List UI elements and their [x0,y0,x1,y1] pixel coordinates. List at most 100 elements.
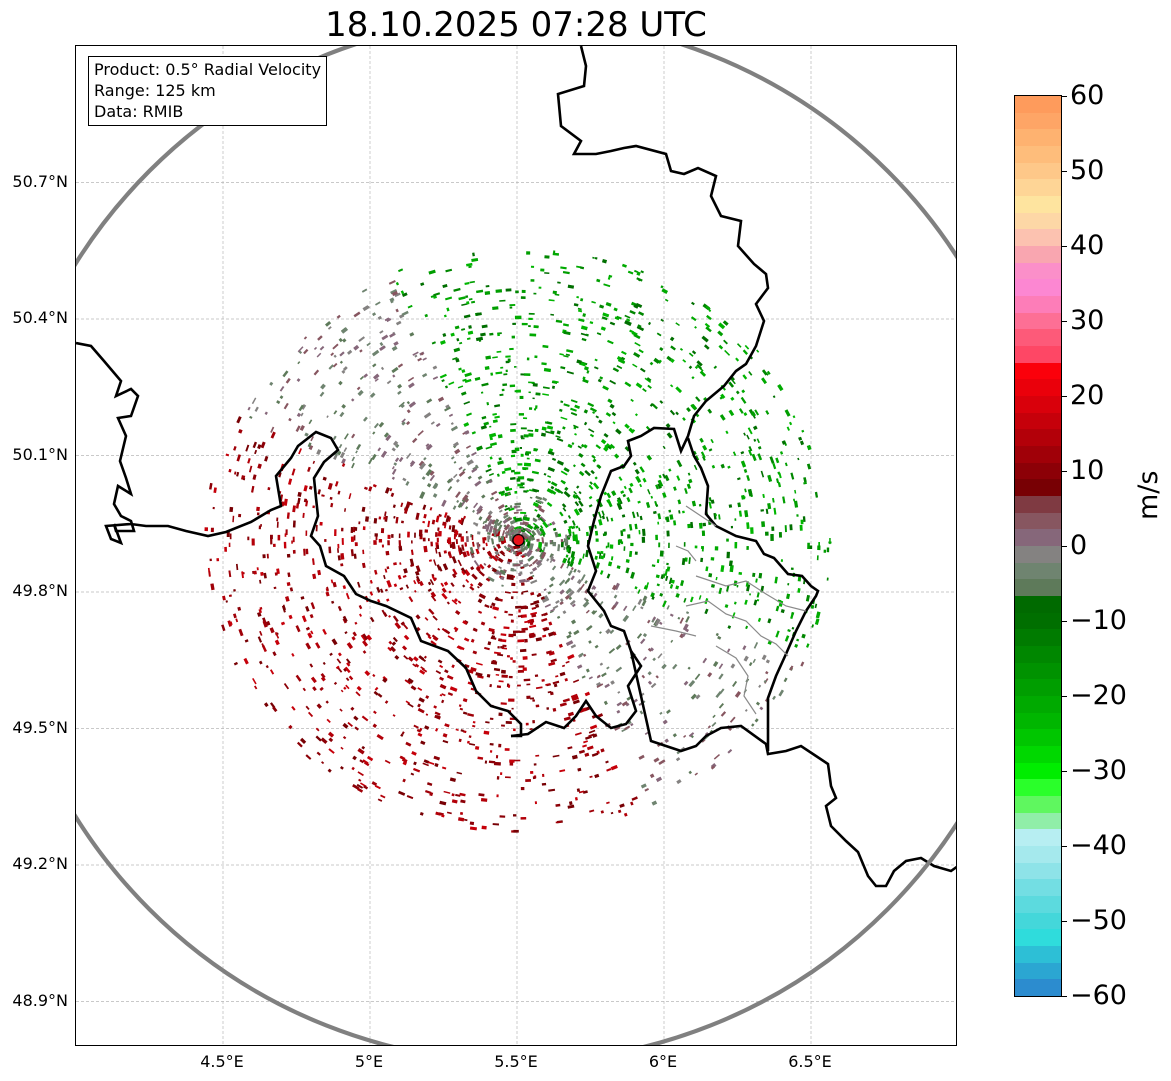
echo-bin [418,580,424,587]
echo-bin [727,465,731,469]
radar-site-marker[interactable] [512,533,525,547]
echo-bin [430,541,433,547]
echo-bin [371,781,378,786]
radar-map[interactable] [75,45,957,1046]
echo-bin [455,530,459,535]
echo-bin [300,596,305,600]
echo-bin [617,690,621,694]
echo-bin [572,464,576,468]
echo-bin [520,453,524,457]
echo-bin [444,385,449,389]
echo-bin [540,596,545,601]
lat-tick-label: 50.1°N [12,444,68,464]
echo-bin [340,553,345,560]
echo-bin [675,411,679,416]
echo-bin [519,395,524,399]
lon-tick-label: 5°E [354,1052,384,1071]
echo-bin [260,524,262,527]
echo-bin [640,270,644,274]
echo-bin [303,485,308,492]
echo-bin [427,581,432,586]
echo-bin [767,503,772,510]
echo-bin [341,327,349,334]
echo-bin [451,799,458,804]
echo-bin [552,680,560,685]
echo-bin [384,759,391,764]
echo-bin [531,566,538,572]
echo-bin [410,564,414,567]
echo-bin [630,801,634,806]
echo-bin [233,446,237,451]
echo-bin [423,655,427,659]
echo-bin [478,516,483,521]
echo-bin [718,322,726,330]
echo-bin [416,578,420,585]
echo-bin [465,531,468,534]
echo-bin [356,444,361,450]
echo-bin [442,284,448,288]
echo-bin [462,620,468,625]
echo-bin [751,723,755,727]
echo-bin [598,613,604,619]
echo-bin [595,562,600,569]
echo-bin [657,513,662,520]
echo-bin [491,539,495,544]
echo-bin [530,602,535,606]
echo-bin [243,657,249,665]
echo-bin [477,531,481,535]
echo-bin [315,642,321,649]
echo-bin [748,449,753,456]
echo-bin [507,684,511,688]
echo-bin [624,725,631,731]
echo-bin [338,380,343,386]
echo-bin [501,669,506,674]
echo-bin [775,605,780,612]
echo-bin [408,596,414,603]
echo-bin [374,784,381,790]
echo-bin [257,611,262,617]
echo-bin [305,642,312,650]
echo-bin [504,591,511,594]
echo-bin [664,568,668,576]
echo-bin [274,572,278,576]
echo-bin [476,505,484,513]
lat-tick-label: 50.4°N [12,308,68,327]
echo-bin [475,464,479,469]
echo-bin [361,715,369,722]
echo-bin [607,561,613,567]
echo-bin [509,505,513,509]
echo-bin [339,451,346,459]
echo-bin [760,509,765,512]
echo-bin [441,699,445,704]
echo-bin [589,775,593,779]
echo-bin [483,421,490,426]
echo-bin [462,730,467,734]
echo-bin [522,656,528,660]
echo-bin [470,300,476,304]
colorbar-segment [1015,712,1061,730]
product-info-box: Product: 0.5° Radial Velocity Range: 125… [88,56,328,126]
echo-bin [662,600,667,608]
echo-bin [491,602,496,607]
echo-bin [514,447,520,452]
echo-bin [497,557,504,563]
echo-bin [421,372,428,378]
echo-bin [727,625,732,629]
echo-bin [591,300,596,304]
echo-bin [765,659,770,664]
echo-bin [262,620,268,628]
echo-bin [504,531,509,536]
colorbar-segment [1015,829,1061,847]
echo-bin [336,658,342,664]
echo-bin [454,448,461,455]
echo-bin [568,596,573,601]
echo-bin [279,395,284,400]
echo-bin [236,454,242,462]
echo-bin [305,530,308,536]
echo-bin [520,614,527,619]
echo-bin [639,710,644,715]
echo-bin [439,676,445,681]
echo-bin [647,680,653,685]
echo-bin [492,419,498,423]
echo-bin [645,501,651,509]
